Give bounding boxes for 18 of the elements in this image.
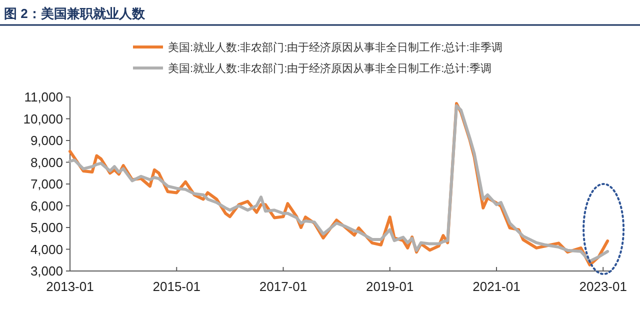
x-tick-label: 2017-01 (259, 279, 308, 294)
y-tick-label: 9,000 (30, 133, 63, 148)
x-tick-label: 2021-01 (472, 279, 520, 294)
chart-title: 图 2：美国兼职就业人数 (4, 6, 146, 21)
x-tick-label: 2019-01 (366, 279, 414, 294)
x-tick-label: 2013-01 (46, 279, 94, 294)
y-tick-label: 6,000 (30, 198, 63, 214)
y-tick-label: 10,000 (23, 111, 63, 126)
y-tick-label: 5,000 (30, 220, 63, 235)
x-tick-label: 2023-01 (579, 279, 627, 294)
y-tick-label: 8,000 (30, 154, 63, 170)
legend-label: 美国:就业人数:非农部门:由于经济原因从事非全日制工作:总计:季调 (168, 62, 492, 75)
y-tick-label: 7,000 (30, 176, 63, 192)
y-tick-label: 4,000 (30, 242, 63, 257)
x-tick-label: 2015-01 (152, 279, 200, 294)
y-tick-label: 3,000 (30, 264, 63, 278)
y-tick-label: 11,000 (24, 90, 63, 104)
legend-label: 美国:就业人数:非农部门:由于经济原因从事非全日制工作:总计:非季调 (168, 41, 502, 54)
